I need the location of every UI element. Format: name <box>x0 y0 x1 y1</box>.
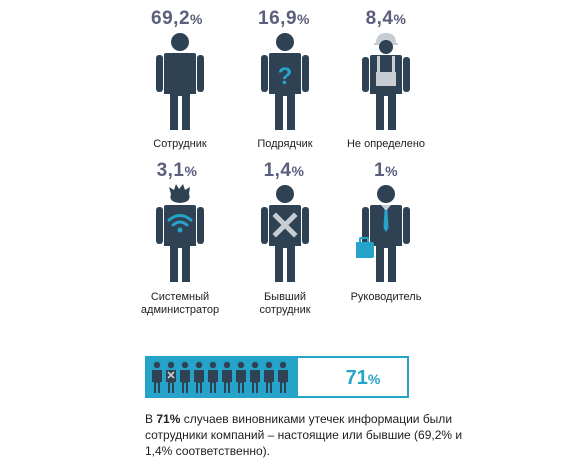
summary-person-icon <box>180 361 190 393</box>
label-sysadmin-line-2: администратор <box>140 304 220 316</box>
label-employee: Сотрудник <box>153 138 207 150</box>
percent-unit: % <box>393 11 407 27</box>
percent-sysadmin: 3,1% <box>122 160 232 182</box>
label-undefined: Не определено <box>346 138 426 150</box>
employee-icon <box>156 33 204 130</box>
summary-person-icon <box>278 361 288 393</box>
label-sysadmin: Системный администратор <box>115 291 245 317</box>
caption-rest: случаев виновниками утечек информации бы… <box>145 412 463 458</box>
worker-helmet-icon <box>362 33 410 130</box>
summary-bar-people <box>152 361 288 393</box>
percent-unit: % <box>291 163 305 179</box>
label-manager: Руководитель <box>350 291 422 303</box>
summary-person-icon <box>208 361 218 393</box>
percent-former-employee-value: 1,4 <box>263 160 292 181</box>
sysadmin-wifi-icon <box>156 184 204 282</box>
summary-person-icon <box>166 361 176 393</box>
summary-person-icon <box>264 361 274 393</box>
percent-manager: 1% <box>331 160 441 182</box>
former-employee-cross-icon <box>261 185 309 282</box>
summary-person-icon <box>250 361 260 393</box>
summary-person-icon <box>152 361 162 393</box>
label-former-employee-line-2: сотрудник <box>259 304 311 316</box>
percent-undefined-value: 8,4 <box>365 8 394 29</box>
percent-contractor: 16,9% <box>229 8 339 30</box>
manager-briefcase-icon <box>356 185 410 282</box>
summary-person-icon <box>222 361 232 393</box>
summary-person-icon <box>236 361 246 393</box>
percent-undefined: 8,4% <box>331 8 441 30</box>
percent-sysadmin-value: 3,1 <box>156 160 185 181</box>
percent-employee: 69,2% <box>122 8 232 30</box>
summary-bar-value: 71% <box>323 367 403 390</box>
percent-unit: % <box>184 163 198 179</box>
label-sysadmin-line-1: Системный <box>150 291 210 303</box>
caption-highlight: 71% <box>156 412 181 426</box>
percent-manager-value: 1 <box>373 160 386 181</box>
summary-bar: 71% <box>145 356 409 398</box>
percent-employee-value: 69,2 <box>151 8 191 29</box>
summary-bar-value-number: 71 <box>345 367 368 389</box>
summary-caption: В 71% случаев виновниками утечек информа… <box>145 411 485 459</box>
summary-bar-unit: % <box>367 371 381 387</box>
percent-unit: % <box>385 163 399 179</box>
percent-contractor-value: 16,9 <box>258 8 298 29</box>
percent-unit: % <box>190 11 203 27</box>
percent-unit: % <box>297 11 310 27</box>
svg-text:?: ? <box>278 63 293 90</box>
contractor-question-icon: ? <box>261 33 309 130</box>
percent-former-employee: 1,4% <box>229 160 339 182</box>
label-former-employee: Бывший сотрудник <box>220 291 350 317</box>
label-former-employee-line-1: Бывший <box>263 291 307 303</box>
caption-prefix: В <box>145 412 157 426</box>
summary-person-icon <box>194 361 204 393</box>
label-contractor: Подрядчик <box>257 138 313 150</box>
